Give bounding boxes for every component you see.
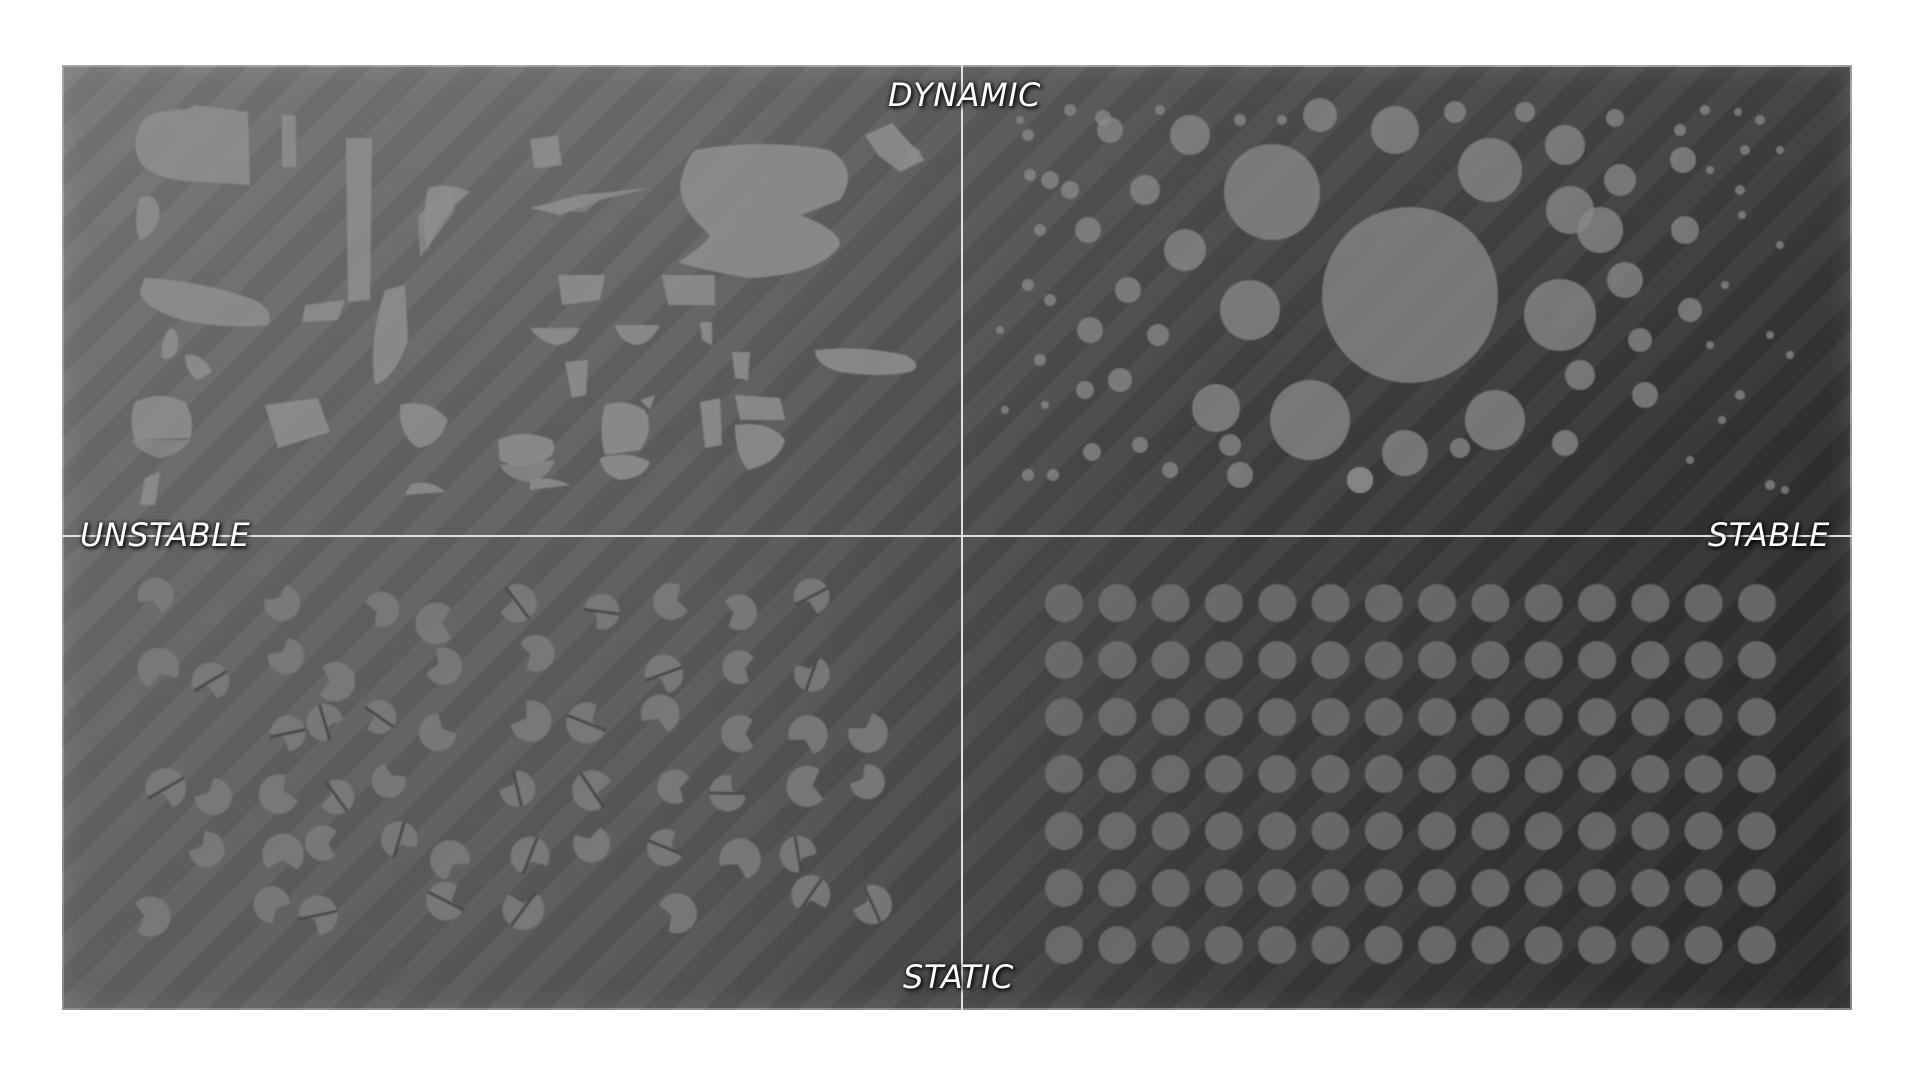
- broken-circles-grid-icon: [135, 577, 893, 937]
- axis-label-unstable: UNSTABLE: [80, 516, 251, 554]
- axis-label-static: STATIC: [903, 958, 1014, 996]
- circle-grid-icon: [1045, 584, 1776, 964]
- axis-label-stable: STABLE: [1708, 516, 1830, 554]
- broken-fragments-icon: [131, 105, 925, 505]
- scattered-circles-icon: [996, 98, 1794, 494]
- axis-label-dynamic: DYNAMIC: [888, 76, 1041, 114]
- axis-lines: [62, 65, 1852, 1010]
